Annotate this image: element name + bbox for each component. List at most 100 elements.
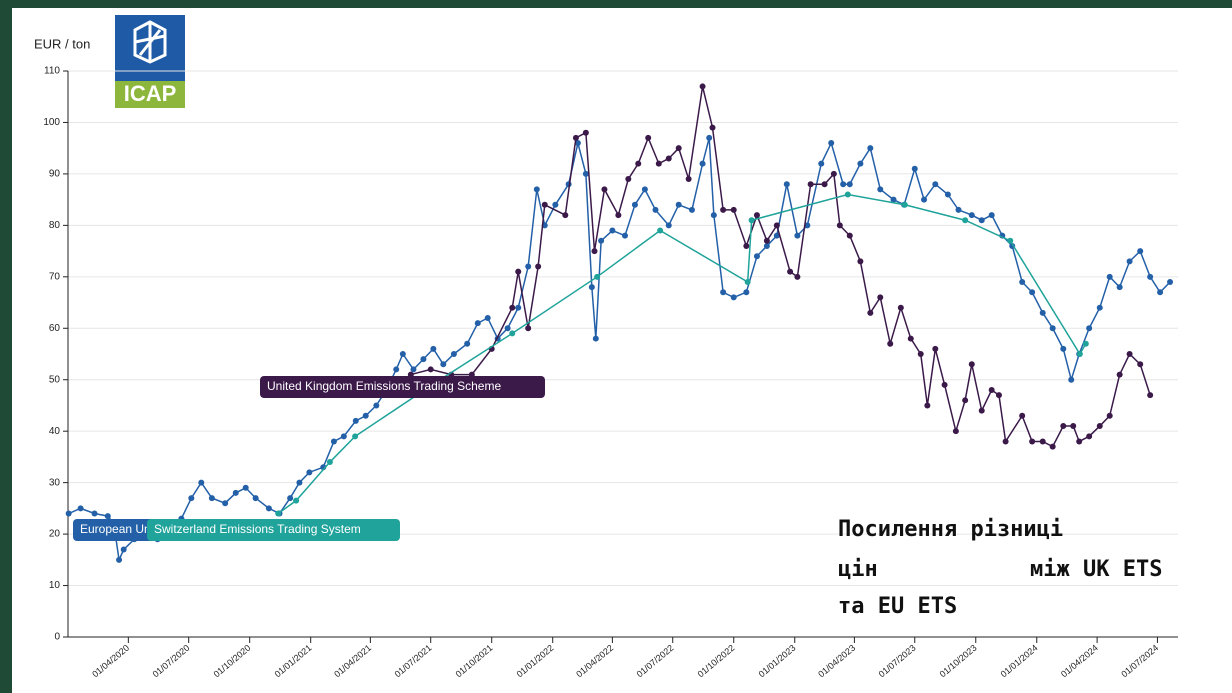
data-point <box>877 186 884 193</box>
data-point <box>995 392 1002 399</box>
data-point <box>968 212 975 219</box>
data-point <box>427 366 434 373</box>
data-point <box>222 500 229 507</box>
data-point <box>978 217 985 224</box>
data-point <box>844 191 851 198</box>
data-point <box>988 212 995 219</box>
data-point <box>932 181 939 188</box>
annotation: та EU ETS <box>838 594 957 619</box>
y-tick-label: 0 <box>54 632 60 643</box>
data-point <box>1029 289 1036 296</box>
data-point <box>907 335 914 342</box>
data-point <box>1137 361 1144 368</box>
data-point <box>917 351 924 357</box>
data-point <box>877 294 884 301</box>
data-point <box>535 263 542 270</box>
data-point <box>804 222 811 229</box>
data-point <box>763 242 770 249</box>
data-point <box>1060 345 1067 352</box>
data-point <box>515 268 522 275</box>
data-point <box>1157 289 1164 296</box>
data-point <box>104 513 111 520</box>
series-line <box>277 193 1087 515</box>
data-point <box>208 495 215 502</box>
data-point <box>730 206 737 213</box>
data-point <box>552 201 559 208</box>
data-point <box>541 201 548 208</box>
data-point <box>748 217 755 224</box>
logo-band <box>115 81 185 108</box>
data-point <box>1070 423 1077 430</box>
data-point <box>840 181 847 188</box>
logo: ICAP <box>115 15 185 108</box>
data-point <box>794 273 801 280</box>
data-point <box>430 345 437 352</box>
data-point <box>509 304 516 311</box>
data-point <box>1049 443 1056 450</box>
series-label-box <box>147 519 400 541</box>
data-point <box>978 407 985 414</box>
data-point <box>296 479 303 486</box>
data-point <box>807 181 814 188</box>
annotation: цін <box>838 557 878 582</box>
data-point <box>504 325 511 332</box>
data-point <box>887 340 894 347</box>
data-point <box>484 314 491 321</box>
data-point <box>275 510 282 517</box>
data-point <box>830 170 837 177</box>
data-point <box>1086 433 1093 440</box>
data-point <box>515 304 522 311</box>
data-point <box>655 160 662 167</box>
data-point <box>77 505 84 512</box>
data-point <box>846 181 853 188</box>
data-point <box>932 345 939 352</box>
data-point <box>615 212 622 219</box>
data-point <box>867 145 874 152</box>
data-point <box>818 160 825 167</box>
data-point <box>652 206 659 213</box>
data-point <box>657 227 664 234</box>
y-tick-label: 20 <box>49 529 61 540</box>
data-point <box>836 222 843 229</box>
data-point <box>352 417 359 424</box>
data-point <box>621 232 628 239</box>
data-point <box>744 278 751 285</box>
data-point <box>340 433 347 440</box>
data-point <box>440 361 447 368</box>
data-point <box>1076 351 1083 357</box>
logo-text: ICAP <box>124 81 177 106</box>
data-point <box>65 510 72 517</box>
data-point <box>399 351 406 357</box>
data-point <box>924 402 931 409</box>
data-point <box>1147 392 1154 399</box>
data-point <box>609 227 616 234</box>
data-point <box>787 268 794 275</box>
data-point <box>688 206 695 213</box>
data-point <box>1076 438 1083 445</box>
data-point <box>952 428 959 435</box>
data-point <box>1019 412 1026 419</box>
data-point <box>846 232 853 239</box>
data-point <box>665 222 672 229</box>
data-point <box>911 165 918 172</box>
data-point <box>582 170 589 177</box>
data-point <box>743 289 750 296</box>
y-tick-label: 10 <box>49 580 61 591</box>
data-point <box>968 361 975 368</box>
data-point <box>591 248 598 255</box>
data-point <box>955 206 962 213</box>
data-point <box>562 212 569 219</box>
data-point <box>326 459 333 466</box>
data-point <box>362 412 369 419</box>
y-tick-label: 110 <box>44 66 60 77</box>
data-point <box>594 273 601 280</box>
series-label: United Kingdom Emissions Trading Scheme <box>267 379 501 393</box>
data-point <box>857 160 864 167</box>
data-point <box>582 129 589 136</box>
data-point <box>857 258 864 265</box>
data-point <box>1126 258 1133 265</box>
data-point <box>464 340 471 347</box>
data-point <box>685 176 692 183</box>
data-point <box>665 155 672 162</box>
data-point <box>1167 278 1174 285</box>
